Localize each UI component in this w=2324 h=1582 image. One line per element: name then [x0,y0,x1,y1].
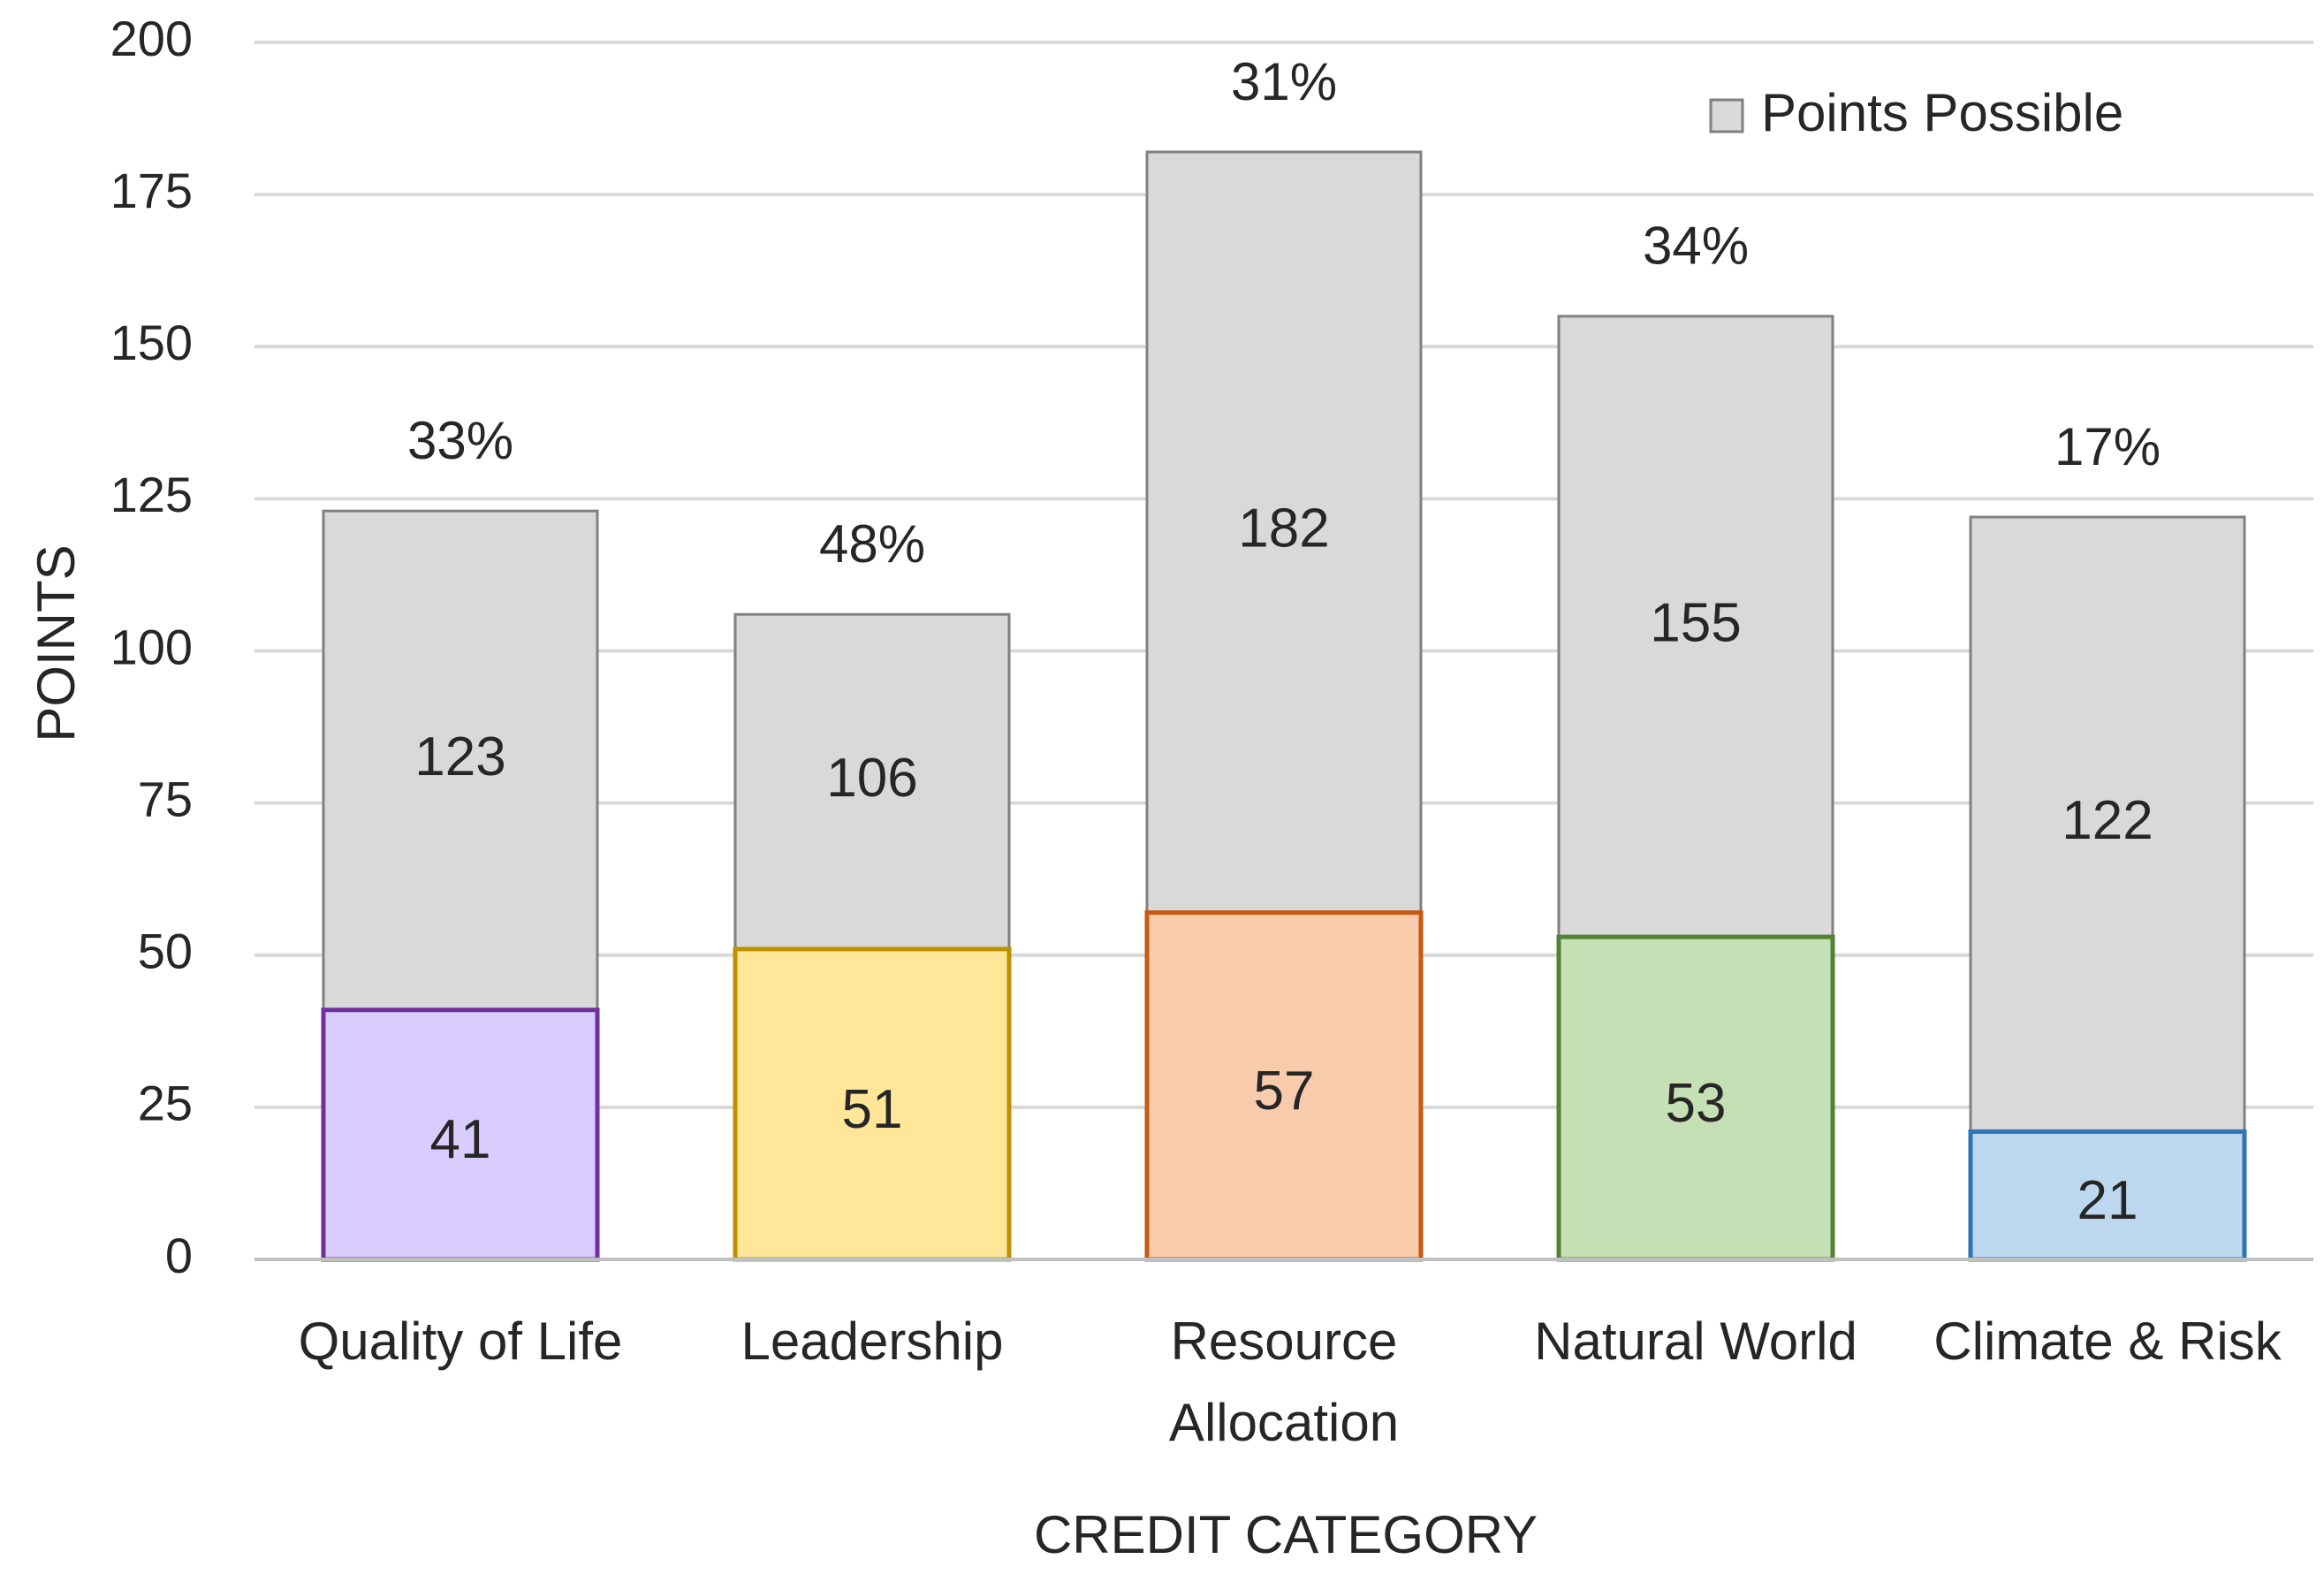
y-axis-ticks: 0 25 50 75 100 125 150 175 200 [110,11,193,1283]
y-tick-label: 0 [165,1228,193,1283]
data-label-points-possible: 106 [826,748,917,809]
legend-swatch-points-possible [1709,98,1744,133]
y-tick-label: 125 [110,467,193,522]
x-axis-category-labels: Quality of Life Leadership Resource Allocat… [299,1312,2282,1452]
y-tick-label: 75 [138,771,193,826]
percent-label: 34% [1643,217,1749,276]
percent-label: 17% [2054,417,2161,476]
bar-points-achieved-resource-allocation [1144,910,1424,1262]
legend-label-points-possible: Points Possible [1761,83,2123,142]
y-tick-label: 200 [110,11,193,66]
data-label-points-possible: 123 [414,726,505,787]
data-label-points-possible: 155 [1650,592,1741,653]
data-label-points-achieved: 21 [2077,1170,2138,1231]
x-tick-label: Natural World [1534,1312,1857,1371]
bar-points-achieved-natural-world [1556,934,1835,1262]
data-label-points-achieved: 57 [1254,1061,1315,1122]
y-axis-title: POINTS [27,544,86,742]
x-tick-label: Climate & Risk [1933,1312,2282,1371]
x-axis-title: CREDIT CATEGORY [1034,1505,1538,1564]
data-label-points-achieved: 41 [430,1109,491,1170]
x-tick-label: Allocation [1169,1393,1399,1452]
x-tick-label: Leadership [741,1312,1004,1371]
data-label-points-achieved: 51 [842,1079,903,1140]
data-label-points-possible: 182 [1238,498,1329,559]
y-tick-label: 175 [110,163,193,218]
data-label-points-achieved: 53 [1666,1073,1727,1134]
legend: Points Possible [1709,83,2123,142]
y-tick-label: 50 [138,924,193,979]
y-tick-label: 150 [110,315,193,370]
bar-points-achieved-leadership [733,947,1012,1262]
x-tick-label: Quality of Life [299,1312,623,1371]
data-label-points-possible: 122 [2062,790,2153,851]
percent-label: 33% [407,411,513,470]
bar-points-achieved-climate-risk [1968,1129,2247,1262]
percent-label: 31% [1231,52,1337,111]
y-tick-label: 25 [138,1076,193,1131]
percent-label: 48% [819,514,925,574]
y-tick-label: 100 [110,619,193,674]
x-tick-label: Resource [1171,1312,1398,1371]
bars: 123 41 33% 106 51 48% 182 57 31% 155 53 34% 122 21 17% [321,52,2247,1262]
